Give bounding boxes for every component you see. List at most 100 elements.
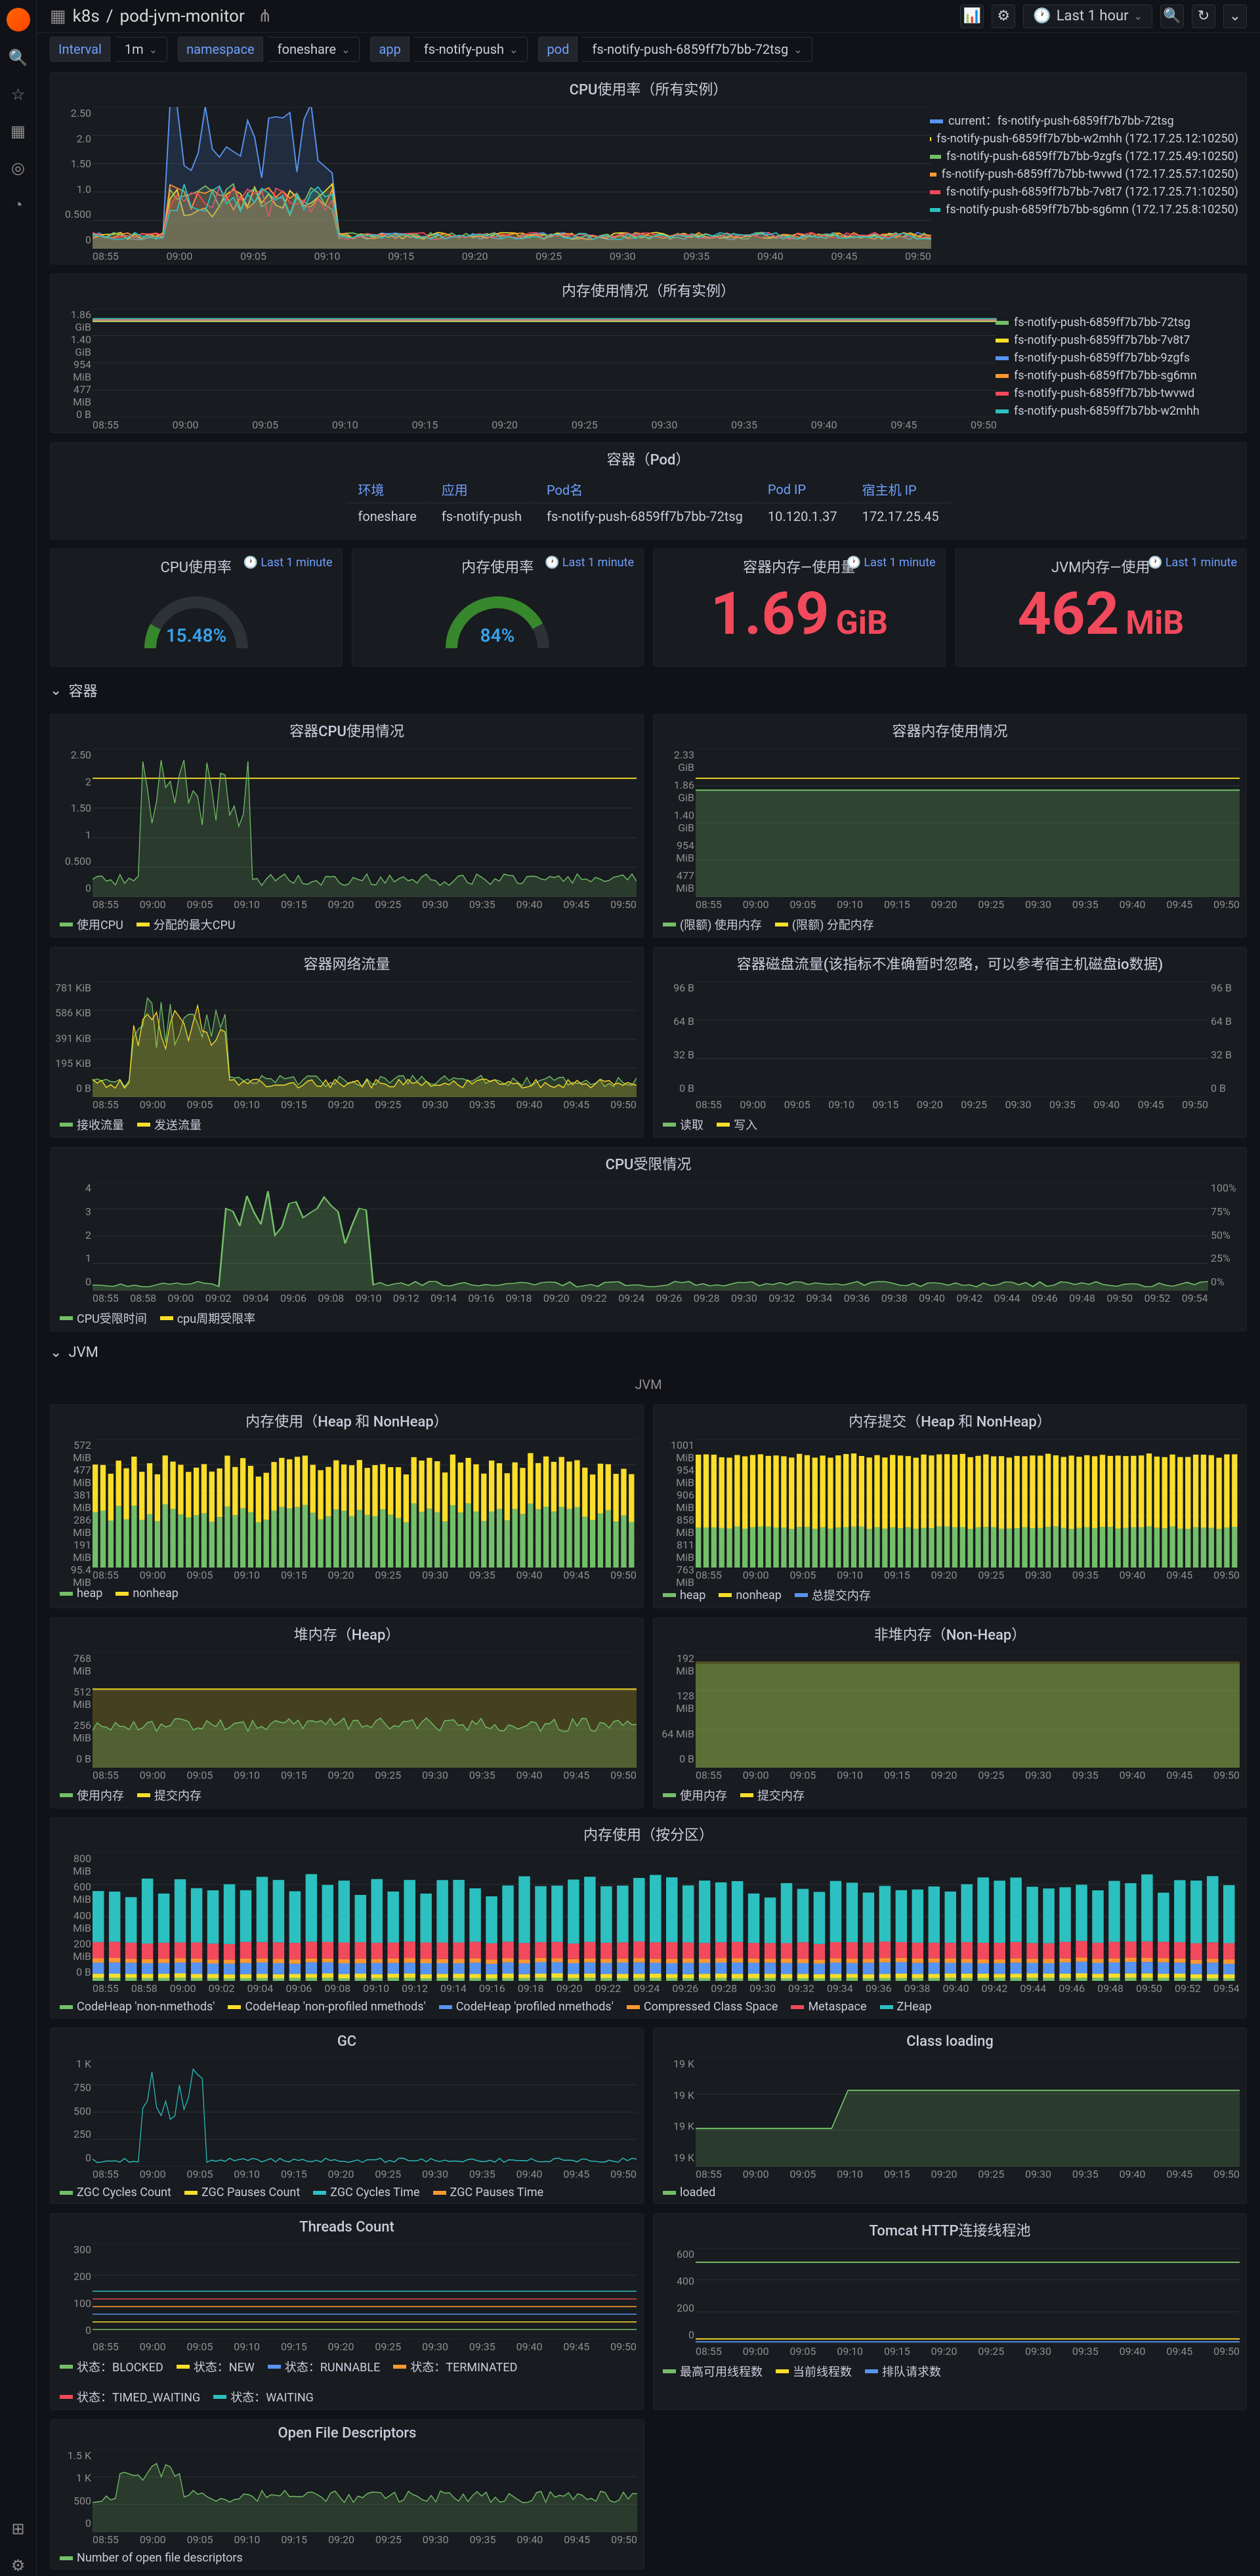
legend-item[interactable]: fs-notify-push-6859ff7b7bb-7v8t7 (172.17… [930,183,1238,201]
chevron-down-icon: ⌄ [50,682,62,699]
legend-item[interactable]: 使用内存 [60,1787,124,1804]
folder-name: k8s [73,7,100,26]
legend-item[interactable]: ZGC Pauses Count [184,2186,300,2199]
panel-open-fd: Open File Descriptors 1.5 K1 K5000 08:55… [50,2419,644,2569]
breadcrumb[interactable]: ▦ k8s / pod-jvm-monitor ⋔ [50,7,272,26]
legend-item[interactable]: 使用内存 [663,1787,727,1804]
legend-item[interactable]: CodeHeap 'non-profiled nmethods' [228,2000,425,2014]
legend-item[interactable]: 最高可用线程数 [663,2363,763,2380]
legend-item[interactable]: 提交内存 [740,1787,805,1804]
section-container[interactable]: ⌄ 容器 [50,676,1247,705]
clock-icon: 🕐 [1033,8,1051,24]
legend-item[interactable]: fs-notify-push-6859ff7b7bb-72tsg [996,314,1238,331]
legend-item[interactable]: 状态：BLOCKED [60,2358,163,2375]
legend-item[interactable]: fs-notify-push-6859ff7b7bb-sg6mn [996,367,1238,384]
legend-item[interactable]: 接收流量 [60,1116,124,1133]
timerange-link[interactable]: 🕐 Last 1 minute [243,556,332,570]
legend-item[interactable]: nonheap [116,1587,178,1600]
legend-item[interactable]: heap [60,1587,102,1600]
legend-item[interactable]: 发送流量 [137,1116,201,1133]
panel-cpu-throttle: CPU受限情况 43210 100%75%50%25%0% 08:5508:58… [50,1147,1247,1331]
legend-item[interactable]: ZGC Cycles Count [60,2186,171,2199]
legend-item[interactable]: cpu周期受限率 [160,1310,255,1327]
timerange-link[interactable]: 🕐 Last 1 minute [846,556,935,570]
explore-icon[interactable]: ◎ [8,157,29,178]
refresh-interval-button[interactable]: ⌄ [1223,5,1247,28]
legend-item[interactable]: (限额) 分配内存 [775,916,874,933]
legend-item[interactable]: 状态：RUNNABLE [268,2358,381,2375]
section-jvm[interactable]: ⌄ JVM [50,1340,1247,1365]
timerange-link[interactable]: 🕐 Last 1 minute [1148,556,1237,570]
legend-item[interactable]: fs-notify-push-6859ff7b7bb-9zgfs (172.17… [930,148,1238,165]
legend-item[interactable]: nonheap [719,1587,782,1604]
svg-text:84%: 84% [480,625,515,646]
legend-item[interactable]: 写入 [717,1116,757,1133]
filter-app[interactable]: app fs-notify-push ⌄ [370,37,528,62]
panel-container-disk: 容器磁盘流量(该指标不准确暂时忽略，可以参考宿主机磁盘io数据) 96 B64 … [653,947,1247,1138]
star-icon[interactable]: ☆ [8,84,29,105]
legend-item[interactable]: 状态：WAITING [213,2388,314,2405]
panel-mem-all: 内存使用情况（所有实例） 1.86 GiB1.40 GiB954 MiB477 … [50,274,1247,433]
legend-item[interactable]: CodeHeap 'non-nmethods' [60,2000,215,2014]
panel-jvm-mem-use: 内存使用（Heap 和 NonHeap） 572 MiB477 MiB381 M… [50,1404,644,1608]
plus-icon[interactable]: ⊞ [8,2518,29,2539]
table-header: 环境 [346,476,428,503]
alert-icon[interactable]: ◔ [8,194,29,215]
legend-item[interactable]: 读取 [663,1116,704,1133]
legend-item[interactable]: fs-notify-push-6859ff7b7bb-w2mhh [996,402,1238,420]
legend-item[interactable]: 总提交内存 [795,1587,871,1604]
panel-threads: Threads Count 3002001000 08:5509:0009:05… [50,2213,644,2410]
legend-item[interactable]: loaded [663,2186,715,2199]
timerange-link[interactable]: 🕐 Last 1 minute [545,556,634,570]
table-header: Pod IP [756,476,849,503]
legend-item[interactable]: Metaspace [791,2000,866,2014]
legend-item[interactable]: 使用CPU [60,916,123,933]
chevron-down-icon: ⌄ [50,1344,62,1361]
table-header: Pod名 [535,476,755,503]
dashboards-icon[interactable]: ▦ [8,121,29,142]
legend-item[interactable]: 当前线程数 [776,2363,852,2380]
legend-item[interactable]: 提交内存 [137,1787,201,1804]
legend-item[interactable]: CPU受限时间 [60,1310,147,1327]
legend-item[interactable]: 状态：NEW [177,2358,255,2375]
legend-item[interactable]: CodeHeap 'profiled nmethods' [439,2000,614,2014]
legend-item[interactable]: ZGC Cycles Time [313,2186,419,2199]
settings-button[interactable]: ⚙ [992,5,1015,28]
panel-container-mem: 容器内存使用情况 2.33 GiB1.86 GiB1.40 GiB954 MiB… [653,714,1247,938]
legend-item[interactable]: heap [663,1587,705,1604]
refresh-button[interactable]: ↻ [1192,5,1215,28]
grafana-logo-icon[interactable] [7,8,30,31]
filter-namespace[interactable]: namespace foneshare ⌄ [178,37,360,62]
panel-tomcat: Tomcat HTTP连接线程池 6004002000 08:5509:0009… [653,2213,1247,2410]
legend-item[interactable]: 状态：TERMINATED [393,2358,517,2375]
search-icon[interactable]: 🔍 [8,47,29,68]
zoom-out-button[interactable]: 🔍 [1160,5,1184,28]
legend-item[interactable]: ZHeap [880,2000,932,2014]
pod-table: 环境应用Pod名Pod IP宿主机 IP fonesharefs-notify-… [345,474,952,530]
legend-item[interactable]: Number of open file descriptors [60,2551,243,2565]
legend-item[interactable]: fs-notify-push-6859ff7b7bb-twvwd [996,384,1238,402]
gear-icon[interactable]: ⚙ [8,2555,29,2576]
table-cell: fs-notify-push [430,505,534,528]
filter-pod[interactable]: pod fs-notify-push-6859ff7b7bb-72tsg ⌄ [538,37,812,62]
legend-item[interactable]: fs-notify-push-6859ff7b7bb-twvwd (172.17… [930,165,1238,183]
gauge-3: JVM内存—使用 🕐 Last 1 minute 462MiB [955,549,1248,667]
legend-item[interactable]: Compressed Class Space [627,2000,778,2014]
legend-item[interactable]: fs-notify-push-6859ff7b7bb-w2mhh (172.17… [930,130,1238,148]
legend-item[interactable]: fs-notify-push-6859ff7b7bb-9zgfs [996,349,1238,367]
share-icon[interactable]: ⋔ [258,7,272,26]
time-range-picker[interactable]: 🕐 Last 1 hour ⌄ [1023,5,1152,28]
filter-bar: Interval 1m ⌄ namespace foneshare ⌄ app … [37,33,1260,66]
legend-item[interactable]: 状态：TIMED_WAITING [60,2388,200,2405]
legend-item[interactable]: fs-notify-push-6859ff7b7bb-sg6mn (172.17… [930,201,1238,218]
legend-item[interactable]: ZGC Pauses Time [433,2186,544,2199]
legend-item[interactable]: 排队请求数 [865,2363,941,2380]
table-cell: foneshare [346,505,428,528]
filter-Interval[interactable]: Interval 1m ⌄ [50,37,167,62]
legend-item[interactable]: current：fs-notify-push-6859ff7b7bb-72tsg [930,112,1238,130]
legend-item[interactable]: (限额) 使用内存 [663,916,762,933]
add-panel-button[interactable]: 📊 [960,5,984,28]
legend-item[interactable]: 分配的最大CPU [136,916,236,933]
sidebar: 🔍 ☆ ▦ ◎ ◔ ⊞ ⚙ [0,0,37,2576]
legend-item[interactable]: fs-notify-push-6859ff7b7bb-7v8t7 [996,331,1238,349]
